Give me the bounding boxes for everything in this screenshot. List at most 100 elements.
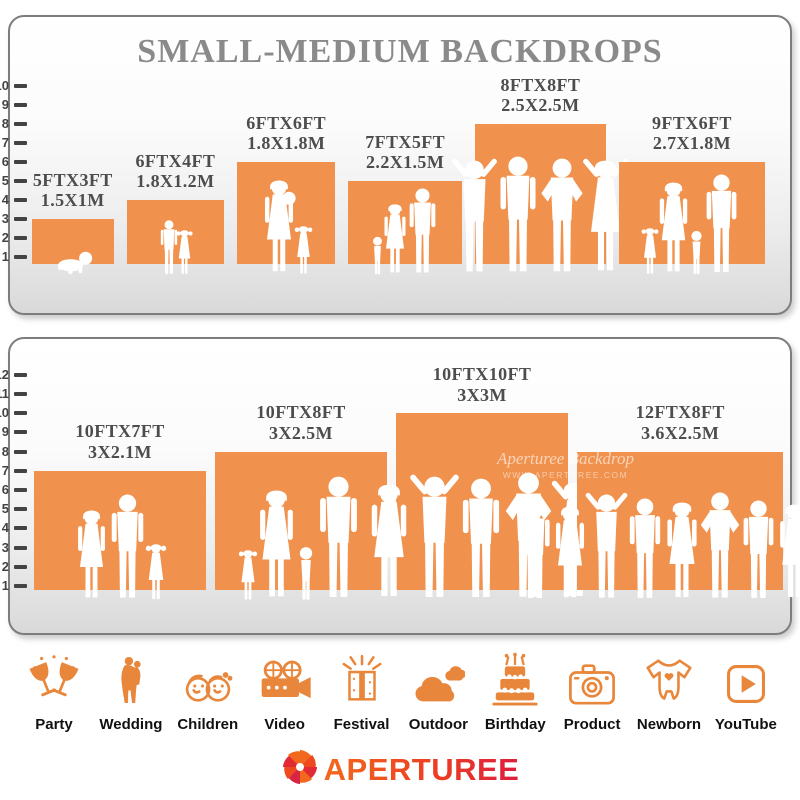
y-axis-tick: [14, 430, 27, 435]
y-axis-label: 5: [1, 501, 9, 517]
category-youtube: YouTube: [708, 652, 784, 733]
party-glasses-icon: [27, 652, 81, 708]
y-axis-tick: [14, 468, 27, 473]
y-axis-tick: [14, 526, 27, 531]
y-axis-tick: [14, 545, 27, 550]
y-axis-tick: [14, 411, 27, 416]
festival-gift-icon: [337, 652, 387, 708]
backdrop-bar-5ftx3ft: [32, 219, 114, 275]
man-silhouette: [312, 476, 365, 602]
backdrop-bar-9ftx6ft: [618, 162, 766, 275]
toddler-silhouette: [294, 546, 318, 602]
y-axis-label: 6: [1, 154, 9, 169]
y-axis-label: 3: [1, 211, 9, 226]
category-birthday: Birthday: [477, 652, 553, 733]
backdrop-bar-10ftx8ft: [215, 451, 387, 600]
y-axis-tick: [14, 392, 27, 396]
toddler-silhouette: [687, 230, 706, 276]
category-label: Party: [35, 716, 73, 733]
y-axis-tick: [14, 160, 27, 164]
backdrop-bar-12ftx8ft: [520, 451, 800, 598]
man-silhouette: [455, 478, 507, 602]
man-silhouette: [404, 188, 441, 276]
y-axis-tick: [14, 141, 27, 145]
y-axis-tick: [14, 217, 27, 221]
girl-silhouette: [293, 226, 314, 276]
woman-carrying-silhouette: [259, 180, 299, 276]
category-newborn: Newborn: [631, 652, 707, 733]
y-axis-label: 4: [1, 520, 9, 536]
bar-size-label: 8FTX8FT 2.5X2.5M: [500, 74, 581, 116]
backdrop-bar-6ftx6ft: [237, 162, 336, 274]
video-camera-icon: [257, 652, 313, 708]
bar-size-label: 10FTX8FT 3X2.5M: [256, 402, 346, 443]
backdrop-bar-6ftx4ft: [126, 200, 225, 274]
y-axis-label: 9: [1, 424, 9, 440]
brand-name: APERTUREE: [323, 751, 520, 787]
woman-silhouette: [72, 510, 111, 602]
aperture-logo-icon: [281, 748, 319, 791]
silhouette-group: [32, 248, 114, 276]
y-axis-label: 12: [0, 366, 9, 382]
man-silhouette: [623, 498, 667, 602]
silhouette-group: [452, 156, 629, 276]
category-label: Outdoor: [408, 716, 468, 733]
product-camera-icon: [567, 652, 617, 708]
y-axis-tick: [14, 179, 27, 183]
man-hips-silhouette: [537, 158, 587, 276]
y-axis-label: 1: [1, 578, 9, 593]
y-axis-tick: [14, 84, 27, 88]
y-axis-label: 8: [1, 116, 9, 131]
bars-area-top: 5FTX3FT 1.5X1M 6FTX4FT 1.8X1.2M 6FTX6FT 1.8X1…: [10, 17, 790, 313]
silhouette-group: [34, 494, 206, 602]
woman-silhouette: [654, 182, 693, 276]
bar-size-label: 10FTX7FT 3X2.1M: [75, 421, 165, 463]
wedding-couple-icon: [108, 652, 154, 708]
y-axis-label: 8: [1, 443, 9, 459]
y-axis-tick: [14, 255, 27, 259]
y-axis-bottom: 123456789101112: [0, 339, 52, 633]
y-axis-tick: [14, 507, 27, 512]
woman-silhouette: [774, 504, 800, 602]
medium-backdrops-panel: 123456789101112 10FTX7FT3X2.1M10FTX8FT3X…: [0, 337, 800, 635]
y-axis-label: 7: [1, 135, 9, 150]
y-axis-label: 4: [1, 192, 9, 207]
category-label: Wedding: [99, 716, 163, 733]
y-axis-label: 2: [1, 558, 9, 574]
silhouette-group: [127, 220, 225, 276]
y-axis-label: 1: [1, 249, 9, 264]
girl-silhouette: [237, 550, 259, 602]
y-axis-label: 10: [0, 78, 9, 93]
category-label: Birthday: [484, 716, 546, 733]
small-backdrops-panel: SMALL-MEDIUM BACKDROPS 1 2 3 4 5 6 7 8 9 10 5FTX3…: [0, 15, 792, 315]
toddler-silhouette: [369, 236, 386, 276]
bar-size-label: 5FTX3FT 1.5X1M: [32, 169, 113, 211]
newborn-onesie-icon: [643, 652, 695, 708]
children-faces-icon: [180, 652, 236, 708]
y-axis-label: 9: [1, 97, 9, 112]
y-axis-label: 11: [0, 386, 9, 401]
man-hips-silhouette: [697, 492, 743, 602]
youtube-play-icon: [722, 652, 770, 708]
silhouette-group: [371, 472, 599, 602]
backdrop-bar-10ftx7ft: [34, 470, 206, 600]
silhouette-group: [348, 188, 462, 276]
page-title: SMALL-MEDIUM BACKDROPS: [137, 33, 663, 70]
bar-size-label: 10FTX10FT 3X3M: [432, 363, 532, 405]
category-row: Party Wedding Children Video Festival Outdoor…: [16, 652, 784, 733]
man-silhouette: [700, 174, 743, 276]
y-axis-tick: [14, 564, 27, 569]
bar-size-label: 12FTX8FT 3.6X2.5M: [635, 402, 725, 443]
silhouette-group: [520, 492, 800, 602]
man-silhouette: [737, 500, 780, 602]
y-axis-tick: [14, 236, 27, 240]
category-label: YouTube: [714, 716, 777, 733]
girl-silhouette: [175, 230, 194, 276]
y-axis-tick: [14, 488, 27, 492]
y-axis-tick: [14, 198, 27, 202]
bar-size-label: 6FTX4FT 1.8X1.2M: [135, 150, 216, 192]
y-axis-label: 3: [1, 539, 9, 555]
backdrop-bar-10ftx10ft: [371, 413, 599, 598]
man-silhouette: [105, 494, 150, 602]
